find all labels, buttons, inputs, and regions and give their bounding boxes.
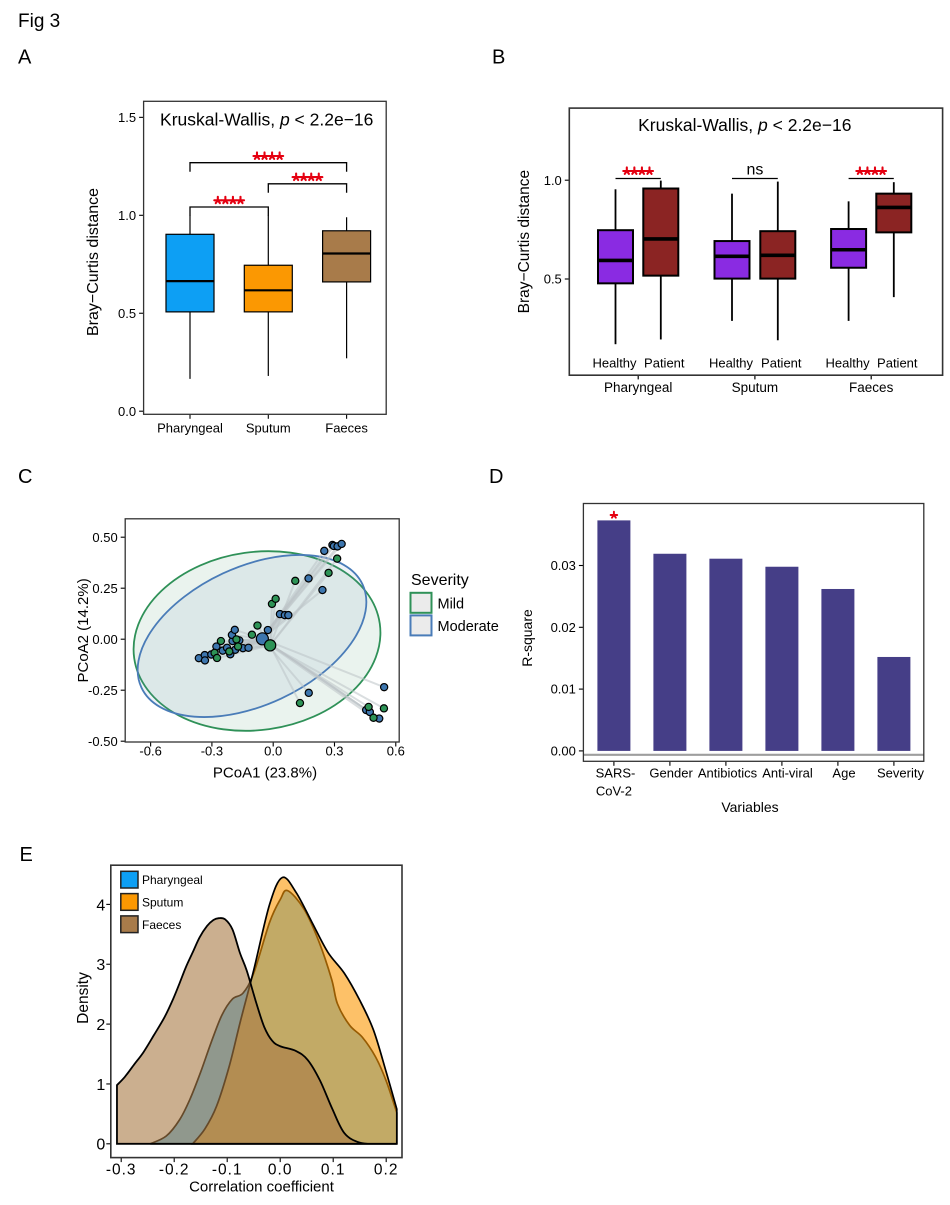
- svg-text:-0.2: -0.2: [159, 1162, 190, 1179]
- svg-text:Gender: Gender: [649, 766, 693, 781]
- svg-text:2: 2: [96, 1017, 105, 1034]
- svg-text:-0.3: -0.3: [201, 744, 223, 759]
- svg-text:C: C: [18, 466, 32, 488]
- svg-text:Severity: Severity: [877, 766, 924, 781]
- svg-text:0.00: 0.00: [551, 744, 576, 759]
- svg-text:E: E: [20, 844, 33, 866]
- svg-text:Severity: Severity: [411, 572, 469, 589]
- svg-text:0.5: 0.5: [544, 272, 562, 287]
- svg-text:0.25: 0.25: [92, 581, 117, 596]
- svg-text:Healthy: Healthy: [826, 356, 871, 371]
- svg-text:Kruskal-Wallis, p < 2.2e−16: Kruskal-Wallis, p < 2.2e−16: [160, 110, 373, 130]
- svg-text:0.00: 0.00: [92, 632, 117, 647]
- svg-text:SARS-: SARS-: [596, 766, 636, 781]
- svg-text:-0.25: -0.25: [88, 683, 118, 698]
- svg-text:PCoA2 (14.2%): PCoA2 (14.2%): [75, 578, 92, 682]
- svg-text:Kruskal-Wallis, p < 2.2e−16: Kruskal-Wallis, p < 2.2e−16: [638, 115, 851, 135]
- svg-text:Anti-viral: Anti-viral: [762, 766, 813, 781]
- svg-text:0.0: 0.0: [118, 404, 136, 419]
- svg-text:-0.3: -0.3: [106, 1162, 137, 1179]
- svg-text:Sputum: Sputum: [142, 896, 183, 910]
- svg-text:Sputum: Sputum: [246, 421, 291, 436]
- svg-text:D: D: [489, 466, 503, 488]
- svg-text:Faeces: Faeces: [325, 421, 368, 436]
- svg-text:Patient: Patient: [877, 356, 918, 371]
- svg-text:Pharyngeal: Pharyngeal: [157, 421, 223, 436]
- svg-text:1.0: 1.0: [118, 208, 136, 223]
- svg-text:-0.50: -0.50: [88, 734, 118, 749]
- svg-text:0.2: 0.2: [374, 1162, 399, 1179]
- svg-text:B: B: [492, 47, 505, 69]
- svg-text:Correlation coefficient: Correlation coefficient: [189, 1179, 335, 1196]
- svg-text:Density: Density: [75, 972, 92, 1024]
- svg-text:0.0: 0.0: [264, 744, 282, 759]
- svg-text:0.03: 0.03: [551, 558, 576, 573]
- svg-text:1.0: 1.0: [544, 173, 562, 188]
- svg-text:Patient: Patient: [644, 356, 685, 371]
- svg-text:Faeces: Faeces: [142, 918, 181, 932]
- svg-text:0.3: 0.3: [325, 744, 343, 759]
- svg-text:0.0: 0.0: [268, 1162, 293, 1179]
- svg-text:Healthy: Healthy: [709, 356, 754, 371]
- svg-text:Fig 3: Fig 3: [18, 11, 60, 32]
- svg-text:CoV-2: CoV-2: [596, 784, 632, 799]
- svg-text:0.6: 0.6: [387, 744, 405, 759]
- svg-text:Variables: Variables: [721, 799, 778, 815]
- svg-text:Age: Age: [832, 766, 855, 781]
- svg-text:Healthy: Healthy: [592, 356, 637, 371]
- svg-text:1.5: 1.5: [118, 110, 136, 125]
- svg-text:Bray−Curtis distance: Bray−Curtis distance: [85, 188, 102, 336]
- svg-text:0: 0: [96, 1137, 105, 1154]
- svg-text:Bray−Curtis distance: Bray−Curtis distance: [516, 170, 533, 313]
- svg-text:Patient: Patient: [761, 356, 802, 371]
- svg-text:1: 1: [96, 1077, 105, 1094]
- svg-text:-0.6: -0.6: [139, 744, 161, 759]
- svg-text:0.50: 0.50: [92, 530, 117, 545]
- svg-text:Sputum: Sputum: [732, 380, 779, 395]
- svg-text:Antibiotics: Antibiotics: [698, 766, 758, 781]
- svg-text:Pharyngeal: Pharyngeal: [142, 873, 203, 887]
- svg-text:0.02: 0.02: [551, 620, 576, 635]
- svg-text:0.01: 0.01: [551, 682, 576, 697]
- svg-text:PCoA1 (23.8%): PCoA1 (23.8%): [213, 765, 317, 782]
- svg-text:Faeces: Faeces: [849, 380, 894, 395]
- svg-text:3: 3: [96, 957, 105, 974]
- svg-text:-0.1: -0.1: [212, 1162, 243, 1179]
- svg-text:4: 4: [96, 897, 105, 914]
- svg-text:ns: ns: [746, 162, 763, 179]
- svg-text:0.1: 0.1: [321, 1162, 346, 1179]
- svg-text:0.5: 0.5: [118, 306, 136, 321]
- svg-text:Moderate: Moderate: [438, 619, 499, 635]
- svg-text:R-square: R-square: [519, 609, 535, 667]
- svg-text:A: A: [18, 47, 32, 69]
- svg-text:Pharyngeal: Pharyngeal: [604, 380, 672, 395]
- svg-text:Mild: Mild: [438, 596, 465, 612]
